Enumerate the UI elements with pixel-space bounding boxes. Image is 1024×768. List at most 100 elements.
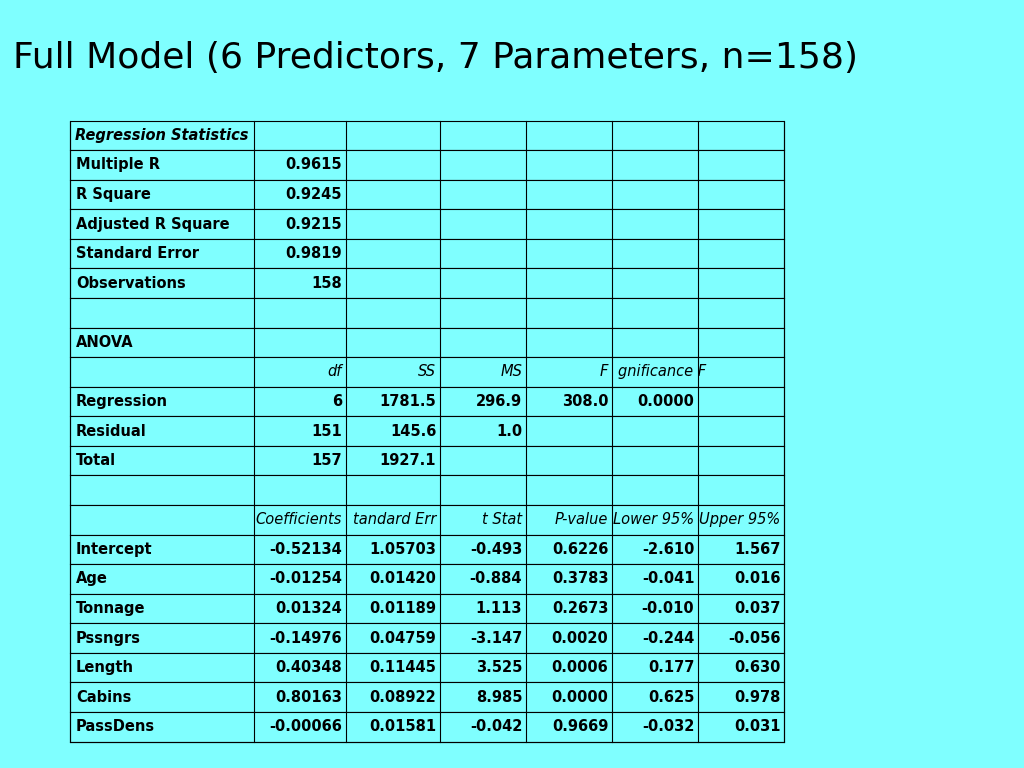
Text: -0.056: -0.056 [728, 631, 780, 646]
Text: gnificance F: gnificance F [618, 364, 707, 379]
Text: 8.985: 8.985 [476, 690, 522, 705]
Text: 0.0000: 0.0000 [637, 394, 694, 409]
Bar [70, 594, 784, 623]
Text: P-value: P-value [555, 512, 608, 528]
Text: Intercept: Intercept [76, 541, 153, 557]
Text: Full Model (6 Predictors, 7 Parameters, n=158): Full Model (6 Predictors, 7 Parameters, … [12, 41, 858, 74]
Text: 0.01420: 0.01420 [370, 571, 436, 587]
Text: 6: 6 [332, 394, 342, 409]
Text: 0.978: 0.978 [734, 690, 780, 705]
Text: Upper 95%: Upper 95% [699, 512, 780, 528]
Bar [70, 416, 784, 445]
Text: -0.010: -0.010 [642, 601, 694, 616]
Bar [70, 505, 784, 535]
Text: Regression: Regression [76, 394, 168, 409]
Text: -0.042: -0.042 [470, 719, 522, 734]
Text: 0.9819: 0.9819 [286, 246, 342, 261]
Text: MS: MS [501, 364, 522, 379]
Text: 151: 151 [311, 423, 342, 439]
Text: 0.177: 0.177 [648, 660, 694, 675]
Text: -2.610: -2.610 [642, 541, 694, 557]
Text: 0.625: 0.625 [648, 690, 694, 705]
Bar [70, 121, 784, 151]
Text: -0.493: -0.493 [470, 541, 522, 557]
Bar [70, 268, 784, 298]
Bar [70, 623, 784, 653]
Bar [70, 180, 784, 209]
Text: 1.05703: 1.05703 [370, 541, 436, 557]
Text: 1.113: 1.113 [476, 601, 522, 616]
Text: -0.14976: -0.14976 [269, 631, 342, 646]
Text: 0.031: 0.031 [734, 719, 780, 734]
Text: Residual: Residual [76, 423, 146, 439]
Text: -0.01254: -0.01254 [269, 571, 342, 587]
Bar [70, 682, 784, 712]
Text: t Stat: t Stat [482, 512, 522, 528]
Text: Pssngrs: Pssngrs [76, 631, 140, 646]
Text: R Square: R Square [76, 187, 151, 202]
Text: Standard Error: Standard Error [76, 246, 199, 261]
Bar [70, 327, 784, 357]
Text: -0.032: -0.032 [642, 719, 694, 734]
Text: 0.01324: 0.01324 [275, 601, 342, 616]
Text: Age: Age [76, 571, 108, 587]
Text: F: F [600, 364, 608, 379]
Text: 0.2673: 0.2673 [552, 601, 608, 616]
Text: 296.9: 296.9 [476, 394, 522, 409]
Text: 0.037: 0.037 [734, 601, 780, 616]
Text: 0.0000: 0.0000 [551, 690, 608, 705]
Text: 0.630: 0.630 [734, 660, 780, 675]
Text: 145.6: 145.6 [390, 423, 436, 439]
Bar [70, 386, 784, 416]
Text: 1781.5: 1781.5 [380, 394, 436, 409]
Text: Coefficients: Coefficients [256, 512, 342, 528]
Bar [70, 445, 784, 475]
Text: -0.041: -0.041 [642, 571, 694, 587]
Bar [70, 564, 784, 594]
Text: 0.6226: 0.6226 [552, 541, 608, 557]
Text: 1.567: 1.567 [734, 541, 780, 557]
Text: 1.0: 1.0 [496, 423, 522, 439]
Bar [70, 357, 784, 386]
Text: 0.08922: 0.08922 [370, 690, 436, 705]
Text: Regression Statistics: Regression Statistics [75, 127, 249, 143]
Text: Total: Total [76, 453, 116, 468]
Bar [70, 653, 784, 682]
Text: Multiple R: Multiple R [76, 157, 160, 173]
Text: 0.04759: 0.04759 [370, 631, 436, 646]
Bar [70, 712, 784, 741]
Text: 1927.1: 1927.1 [380, 453, 436, 468]
Text: 0.3783: 0.3783 [552, 571, 608, 587]
Text: Lower 95%: Lower 95% [613, 512, 694, 528]
Bar [70, 239, 784, 268]
Text: 0.11445: 0.11445 [370, 660, 436, 675]
Text: Cabins: Cabins [76, 690, 131, 705]
Text: Tonnage: Tonnage [76, 601, 145, 616]
Text: -0.884: -0.884 [470, 571, 522, 587]
Text: 0.01581: 0.01581 [369, 719, 436, 734]
Text: 0.01189: 0.01189 [370, 601, 436, 616]
Text: 0.9669: 0.9669 [552, 719, 608, 734]
Text: Observations: Observations [76, 276, 185, 291]
Text: 0.0006: 0.0006 [552, 660, 608, 675]
Text: 0.9245: 0.9245 [286, 187, 342, 202]
Bar [70, 151, 784, 180]
Text: PassDens: PassDens [76, 719, 155, 734]
Text: 308.0: 308.0 [562, 394, 608, 409]
Text: 0.9215: 0.9215 [286, 217, 342, 232]
Text: 0.40348: 0.40348 [275, 660, 342, 675]
Bar [70, 298, 784, 327]
Text: 0.0020: 0.0020 [552, 631, 608, 646]
Text: 0.80163: 0.80163 [275, 690, 342, 705]
Text: Length: Length [76, 660, 134, 675]
Bar [70, 209, 784, 239]
Bar [70, 535, 784, 564]
Text: -0.244: -0.244 [642, 631, 694, 646]
Text: 3.525: 3.525 [476, 660, 522, 675]
Text: tandard Err: tandard Err [353, 512, 436, 528]
Text: 158: 158 [311, 276, 342, 291]
Text: -0.00066: -0.00066 [269, 719, 342, 734]
Text: 0.9615: 0.9615 [286, 157, 342, 173]
Text: 0.016: 0.016 [734, 571, 780, 587]
Text: df: df [328, 364, 342, 379]
